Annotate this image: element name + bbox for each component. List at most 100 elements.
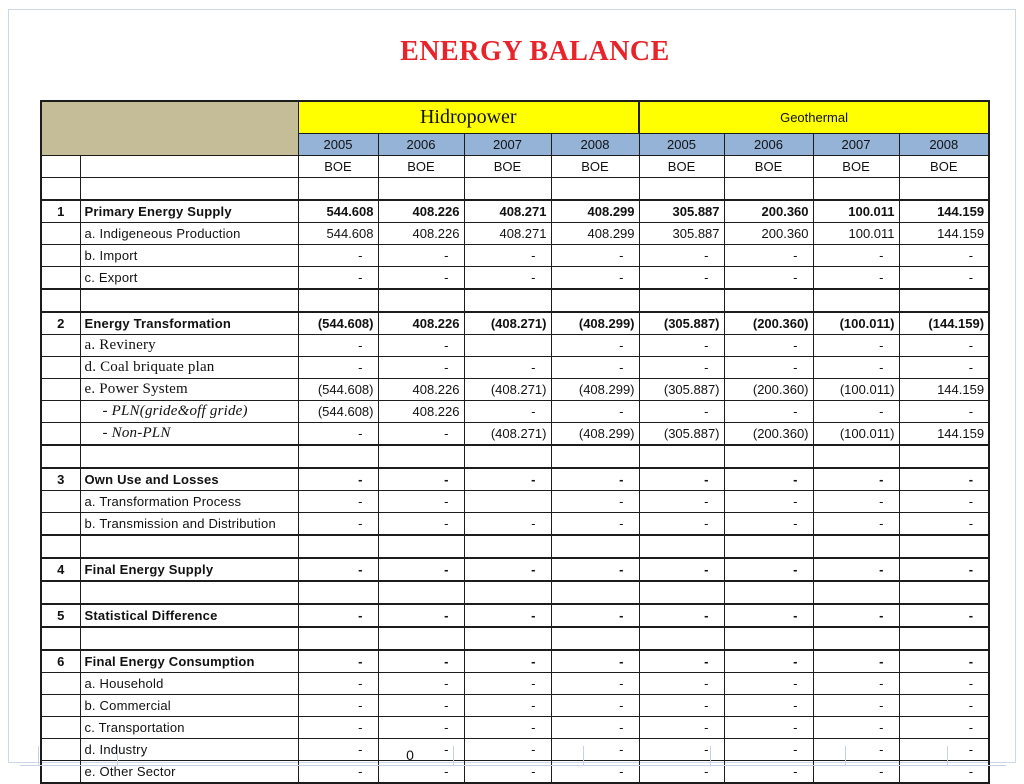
row-num-cell	[40, 378, 81, 401]
value-cell: (200.360)	[723, 422, 814, 446]
table-row: - Non-PLN - - (408.271) (408.299) (305.887) (2…	[40, 422, 990, 446]
value-cell: -	[377, 356, 465, 379]
value-cell: (408.271)	[463, 311, 552, 335]
grid-line	[117, 746, 118, 765]
row-num-cell	[40, 266, 81, 290]
value-cell: -	[550, 512, 640, 536]
value-cell: (408.299)	[550, 422, 640, 446]
value-cell: (100.011)	[812, 378, 900, 401]
row-num-cell: 4	[40, 557, 81, 582]
value-cell: 144.159	[898, 222, 990, 245]
row-num-cell	[40, 512, 81, 536]
value-cell: 100.011	[812, 199, 900, 223]
row-label-cell: e. Power System	[79, 378, 299, 401]
value-cell: -	[638, 603, 725, 628]
row-num-cell: 2	[40, 311, 81, 335]
row-label-cell: b. Commercial	[79, 694, 299, 717]
value-cell: 408.299	[550, 199, 640, 223]
value-cell: 200.360	[723, 222, 814, 245]
value-cell	[463, 534, 552, 559]
blank-num-cell	[40, 155, 81, 178]
row-num-cell	[40, 288, 81, 313]
unit-cell: BOE	[898, 155, 990, 178]
value-cell: -	[812, 400, 900, 423]
row-label-cell	[79, 534, 299, 559]
year-cell: 2005	[297, 133, 379, 156]
table-row: b. Import - - - - - - - -	[40, 244, 990, 267]
value-cell: -	[723, 694, 814, 717]
value-cell	[550, 580, 640, 605]
row-label-cell: Energy Transformation	[79, 311, 299, 335]
value-cell: -	[812, 266, 900, 290]
value-cell: -	[898, 334, 990, 357]
value-cell: -	[550, 356, 640, 379]
value-cell: -	[638, 672, 725, 695]
value-cell: -	[297, 694, 379, 717]
value-cell: -	[297, 244, 379, 267]
value-cell	[297, 177, 379, 201]
value-cell: 544.608	[297, 222, 379, 245]
value-cell: -	[463, 356, 552, 379]
value-cell	[723, 444, 814, 469]
value-cell	[297, 444, 379, 469]
value-cell: -	[898, 266, 990, 290]
value-cell	[898, 580, 990, 605]
table-row: 1 Primary Energy Supply 544.608 408.226 408.…	[40, 199, 990, 223]
value-cell: -	[812, 603, 900, 628]
row-label-cell: Statistical Difference	[79, 603, 299, 628]
row-label-cell	[79, 444, 299, 469]
row-label-cell	[79, 626, 299, 651]
value-cell: -	[812, 716, 900, 739]
value-cell: (305.887)	[638, 422, 725, 446]
value-cell: -	[377, 649, 465, 673]
row-label-cell: a. Household	[79, 672, 299, 695]
row-label-cell: - PLN(gride&off gride)	[79, 400, 299, 423]
value-cell	[898, 534, 990, 559]
value-cell: (200.360)	[723, 378, 814, 401]
value-cell: (200.360)	[723, 311, 814, 335]
value-cell: (100.011)	[812, 422, 900, 446]
table-row: 3 Own Use and Losses - - - - - - - -	[40, 467, 990, 491]
value-cell: -	[638, 244, 725, 267]
value-cell: (408.271)	[463, 378, 552, 401]
value-cell: (544.608)	[297, 311, 379, 335]
bottom-grid-row	[20, 746, 1006, 766]
unit-header-row: BOE BOE BOE BOE BOE BOE BOE BOE	[40, 155, 990, 178]
value-cell: -	[638, 400, 725, 423]
unit-cell: BOE	[812, 155, 900, 178]
value-cell	[812, 177, 900, 201]
value-cell: -	[297, 649, 379, 673]
value-cell: -	[550, 334, 640, 357]
row-num-cell	[40, 444, 81, 469]
value-cell: 408.226	[377, 222, 465, 245]
value-cell: -	[297, 356, 379, 379]
table-row: b. Transmission and Distribution - - - - - - - -	[40, 512, 990, 536]
value-cell: 544.608	[297, 199, 379, 223]
value-cell	[723, 534, 814, 559]
value-cell	[463, 334, 552, 357]
value-cell: -	[377, 244, 465, 267]
value-cell	[550, 288, 640, 313]
table-row: d. Industry - - - - - - - -	[40, 738, 990, 761]
year-cell: 2008	[898, 133, 990, 156]
grid-line	[453, 746, 454, 765]
value-cell	[463, 580, 552, 605]
value-cell: 144.159	[898, 199, 990, 223]
value-cell: -	[297, 266, 379, 290]
value-cell: -	[550, 649, 640, 673]
value-cell: -	[638, 266, 725, 290]
row-num-cell	[40, 422, 81, 446]
value-cell	[638, 177, 725, 201]
value-cell: -	[898, 649, 990, 673]
group-header-row: Hidropower Geothermal	[40, 100, 990, 156]
value-cell: -	[812, 649, 900, 673]
value-cell	[297, 288, 379, 313]
table-row: a. Indigeneous Production 544.608 408.226 4…	[40, 222, 990, 245]
value-cell: -	[463, 467, 552, 491]
value-cell: 408.271	[463, 222, 552, 245]
value-cell: -	[723, 603, 814, 628]
value-cell: -	[377, 603, 465, 628]
value-cell	[297, 626, 379, 651]
spacer-row	[40, 534, 990, 559]
value-cell	[812, 444, 900, 469]
